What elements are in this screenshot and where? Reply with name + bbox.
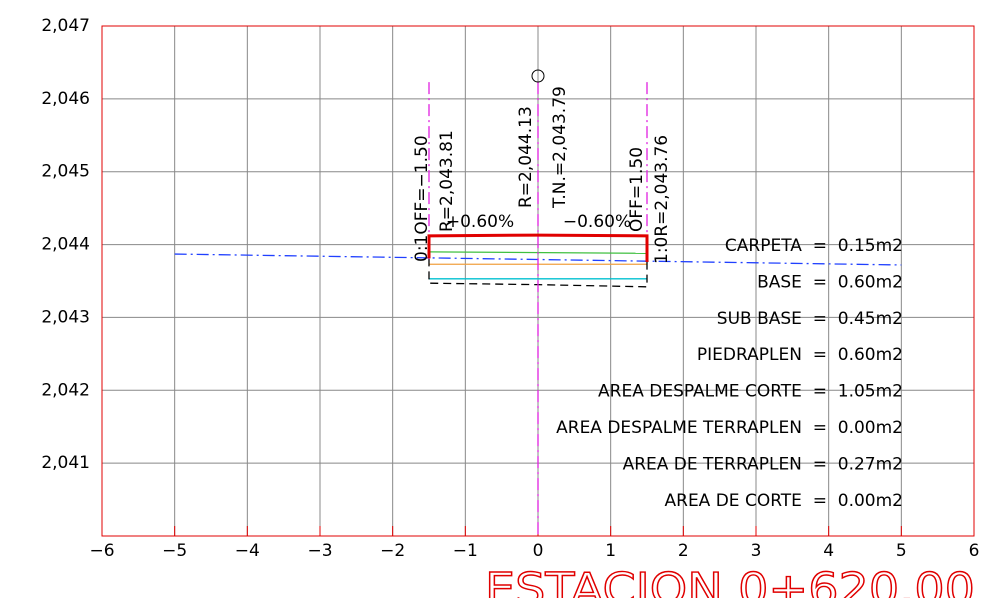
x-tick-label: −5	[162, 541, 187, 561]
x-tick-label: 0	[533, 541, 544, 561]
section-line	[427, 233, 649, 263]
y-tick-label: 2,046	[41, 89, 90, 109]
x-tick-label: −3	[307, 541, 332, 561]
vertical-label: R=2,044.13	[516, 106, 536, 208]
area-label: PIEDRAPLEN = 0.60m2	[697, 345, 903, 365]
area-label: CARPETA = 0.15m2	[725, 236, 903, 256]
y-tick-label: 2,043	[41, 307, 90, 327]
x-tick-label: 3	[751, 541, 762, 561]
area-label: AREA DE CORTE = 0.00m2	[665, 491, 904, 511]
area-label: SUB BASE = 0.45m2	[717, 309, 903, 329]
x-tick-label: 4	[823, 541, 834, 561]
vertical-label: 1:0R=2,043.76	[652, 135, 672, 264]
x-tick-label: 2	[678, 541, 689, 561]
slope-label: +0.60%	[446, 212, 514, 232]
y-tick-label: 2,041	[41, 453, 90, 473]
area-label: AREA DE TERRAPLEN = 0.27m2	[623, 454, 903, 474]
x-tick-label: 6	[969, 541, 980, 561]
x-tick-label: −6	[89, 541, 114, 561]
x-tick-label: −2	[380, 541, 405, 561]
plot-frame	[101, 25, 975, 537]
y-tick-label: 2,045	[41, 162, 90, 182]
x-tick-label: 5	[896, 541, 907, 561]
y-tick-label: 2,047	[41, 16, 90, 36]
vertical-label: OFF=1.50	[627, 147, 647, 232]
vertical-label: T.N.=2,043.79	[550, 86, 570, 209]
centerline-symbol	[531, 69, 545, 83]
x-tick-label: −1	[453, 541, 478, 561]
slope-label: −0.60%	[563, 212, 631, 232]
y-tick-label: 2,044	[41, 235, 90, 255]
area-label: AREA DESPALME TERRAPLEN = 0.00m2	[556, 418, 903, 438]
y-tick-label: 2,042	[41, 380, 90, 400]
area-label: BASE = 0.60m2	[757, 272, 903, 292]
vertical-label: 0:1OFF=−1.50	[412, 135, 432, 262]
x-tick-label: 1	[605, 541, 616, 561]
vertical-label: R=2,043.81	[437, 130, 457, 232]
area-label: AREA DESPALME CORTE = 1.05m2	[598, 382, 903, 402]
x-tick-label: −4	[235, 541, 260, 561]
chart-title: ESTACION 0+620.00	[485, 564, 975, 598]
